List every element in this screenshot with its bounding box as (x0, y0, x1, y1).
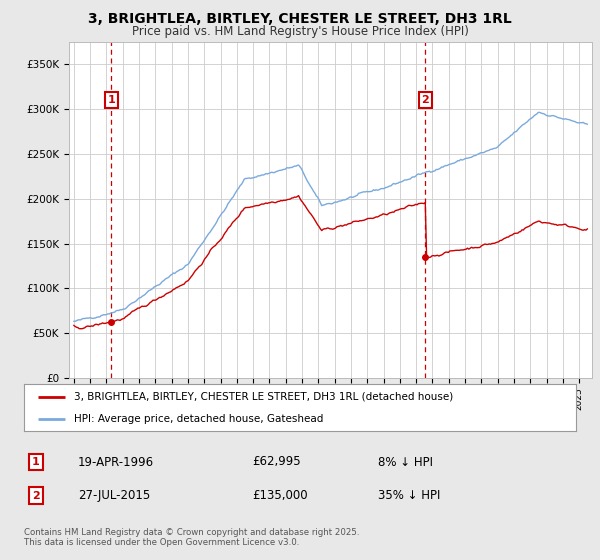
Text: HPI: Average price, detached house, Gateshead: HPI: Average price, detached house, Gate… (74, 414, 323, 424)
Text: 1: 1 (107, 95, 115, 105)
Text: 19-APR-1996: 19-APR-1996 (78, 455, 154, 469)
Text: 8% ↓ HPI: 8% ↓ HPI (378, 455, 433, 469)
Text: Contains HM Land Registry data © Crown copyright and database right 2025.
This d: Contains HM Land Registry data © Crown c… (24, 528, 359, 547)
Text: 27-JUL-2015: 27-JUL-2015 (78, 489, 150, 502)
Text: 35% ↓ HPI: 35% ↓ HPI (378, 489, 440, 502)
Text: Price paid vs. HM Land Registry's House Price Index (HPI): Price paid vs. HM Land Registry's House … (131, 25, 469, 38)
Text: 2: 2 (32, 491, 40, 501)
Text: 2: 2 (422, 95, 430, 105)
Text: 1: 1 (32, 457, 40, 467)
Text: 3, BRIGHTLEA, BIRTLEY, CHESTER LE STREET, DH3 1RL: 3, BRIGHTLEA, BIRTLEY, CHESTER LE STREET… (88, 12, 512, 26)
Text: £62,995: £62,995 (252, 455, 301, 469)
Text: £135,000: £135,000 (252, 489, 308, 502)
Text: 3, BRIGHTLEA, BIRTLEY, CHESTER LE STREET, DH3 1RL (detached house): 3, BRIGHTLEA, BIRTLEY, CHESTER LE STREET… (74, 392, 453, 402)
